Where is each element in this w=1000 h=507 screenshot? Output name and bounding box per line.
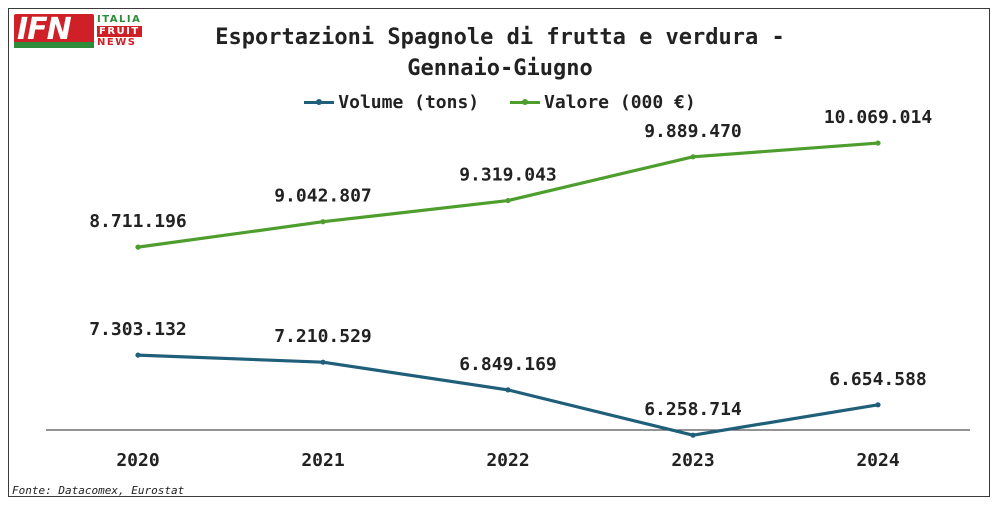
data-label: 8.711.196 xyxy=(89,211,187,232)
x-tick-label: 2023 xyxy=(671,450,714,471)
data-point xyxy=(505,387,511,393)
source-note: Fonte: Datacomex, Eurostat xyxy=(12,484,185,497)
data-point xyxy=(875,140,881,146)
chart-title-line2: Gennaio-Giugno xyxy=(407,56,593,81)
logo-words: ITALIA FRUIT NEWS xyxy=(97,14,142,49)
legend-swatch-volume xyxy=(304,99,335,105)
x-tick-label: 2022 xyxy=(486,450,529,471)
logo-letters: IFN xyxy=(17,12,72,47)
chart-title: Esportazioni Spagnole di frutta e verdur… xyxy=(150,22,850,84)
x-tick-label: 2024 xyxy=(856,450,900,471)
data-label: 7.303.132 xyxy=(89,319,187,340)
data-label: 9.042.807 xyxy=(274,186,372,207)
logo-word-fruit: FRUIT xyxy=(97,25,142,37)
ifn-logo: IFN ITALIA FRUIT NEWS xyxy=(14,12,149,50)
data-point xyxy=(505,197,511,204)
data-point xyxy=(135,352,141,358)
logo-word-italia: ITALIA xyxy=(97,14,142,25)
x-tick-label: 2021 xyxy=(301,450,344,471)
data-point xyxy=(320,359,326,365)
data-point xyxy=(875,402,881,408)
data-label: 7.210.529 xyxy=(274,326,372,347)
data-point xyxy=(690,432,696,438)
logo-word-news: NEWS xyxy=(97,37,137,48)
data-label: 6.654.588 xyxy=(829,369,927,390)
data-label: 9.889.470 xyxy=(644,121,742,142)
logo-stripe xyxy=(14,42,94,48)
legend-label-valore: Valore (000 €) xyxy=(544,92,696,113)
series-line-valore xyxy=(137,141,879,249)
legend-label-volume: Volume (tons) xyxy=(338,92,480,113)
data-point xyxy=(135,244,141,250)
x-tick-label: 2020 xyxy=(116,450,159,471)
chart-frame xyxy=(8,8,990,497)
data-label: 10.069.014 xyxy=(824,107,933,128)
legend-item-volume: Volume (tons) xyxy=(304,92,479,113)
chart-legend: Volume (tons) Valore (000 €) xyxy=(0,88,1000,113)
data-point xyxy=(690,154,696,160)
data-label: 9.319.043 xyxy=(459,165,557,186)
data-label: 6.258.714 xyxy=(644,399,742,420)
data-label: 6.849.169 xyxy=(459,354,557,375)
legend-item-valore: Valore (000 €) xyxy=(510,92,696,113)
legend-swatch-valore xyxy=(510,99,540,105)
chart-title-line1: Esportazioni Spagnole di frutta e verdur… xyxy=(215,25,785,50)
data-point xyxy=(320,219,326,225)
